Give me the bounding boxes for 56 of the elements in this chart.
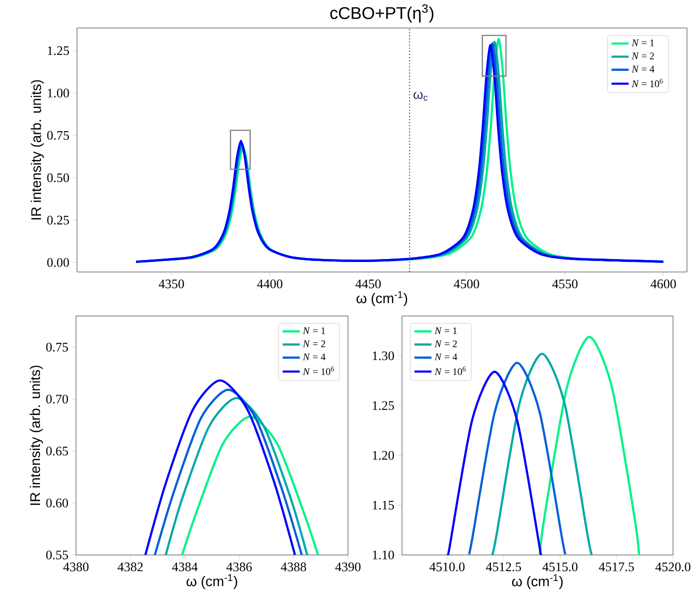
legend-label: N = 10$^{6}$ (632, 78, 663, 88)
legend-label: N = 2 (632, 52, 654, 60)
chart-title: cCBO+PT(η$^{3}$) (330, 4, 434, 22)
x-tick-label: 4500 (454, 280, 480, 288)
ref-line-label: ω$_{c}$ (414, 92, 428, 101)
legend-label: N = 10$^{6}$ (434, 366, 466, 376)
x-axis-title: ω (cm$^{-1}$) (356, 291, 408, 306)
x-tick-label: 4386 (226, 562, 252, 572)
x-tick-label: 4382 (118, 562, 143, 572)
x-tick-label: 4400 (257, 280, 282, 288)
y-tick-label: 1.15 (372, 500, 394, 510)
y-tick-label: 1.30 (372, 351, 394, 360)
legend-label: N = 1 (632, 40, 654, 46)
x-axis-title: ω (cm$^{-1}$) (186, 574, 238, 590)
x-tick-label: 4380 (63, 562, 89, 572)
x-tick-label: 4390 (335, 562, 361, 572)
legend-label: N = 4 (302, 354, 326, 360)
legend-label: N = 4 (632, 66, 654, 72)
x-axis-title: ω (cm$^{-1}$) (512, 574, 563, 590)
legend-label: N = 2 (434, 340, 457, 348)
line-series (468, 362, 567, 555)
y-axis-title: IR intensity (arb. units) (30, 366, 43, 505)
x-tick-label: 4515.0 (542, 562, 578, 572)
x-tick-label: 4550 (552, 280, 578, 288)
y-tick-label: 0.60 (46, 498, 68, 508)
y-tick-label: 1.25 (372, 401, 394, 410)
line-series (491, 352, 593, 555)
y-tick-label: 0.65 (46, 446, 68, 456)
y-tick-label: 0.25 (47, 216, 69, 225)
x-tick-label: 4517.5 (598, 562, 634, 572)
y-tick-label: 1.10 (372, 550, 394, 560)
legend-label: N = 1 (434, 327, 457, 334)
line-series (180, 416, 320, 555)
x-tick-label: 4600 (650, 280, 676, 288)
y-tick-label: 0.75 (47, 131, 69, 140)
x-tick-label: 4450 (355, 280, 381, 288)
y-tick-label: 1.00 (48, 88, 69, 98)
legend-label: N = 4 (434, 354, 458, 360)
line-series (538, 336, 640, 555)
x-tick-label: 4512.5 (486, 562, 521, 572)
x-tick-label: 4388 (280, 562, 306, 572)
y-tick-label: 0.00 (47, 258, 69, 267)
y-tick-label: 0.75 (46, 342, 68, 352)
legend-label: N = 2 (302, 340, 326, 348)
legend-label: N = 10$^{6}$ (302, 366, 334, 376)
y-tick-label: 1.25 (48, 46, 69, 56)
y-tick-label: 0.70 (46, 394, 68, 404)
x-tick-label: 4350 (158, 280, 184, 288)
x-tick-label: 4520.0 (655, 562, 690, 572)
y-axis-title: IR intensity (arb. units) (30, 80, 44, 220)
x-tick-label: 4384 (172, 562, 198, 572)
y-tick-label: 1.20 (372, 450, 394, 460)
y-tick-label: 0.50 (47, 173, 69, 182)
y-tick-label: 0.55 (46, 550, 68, 560)
x-tick-label: 4510.0 (430, 562, 465, 572)
legend-label: N = 1 (302, 327, 326, 334)
